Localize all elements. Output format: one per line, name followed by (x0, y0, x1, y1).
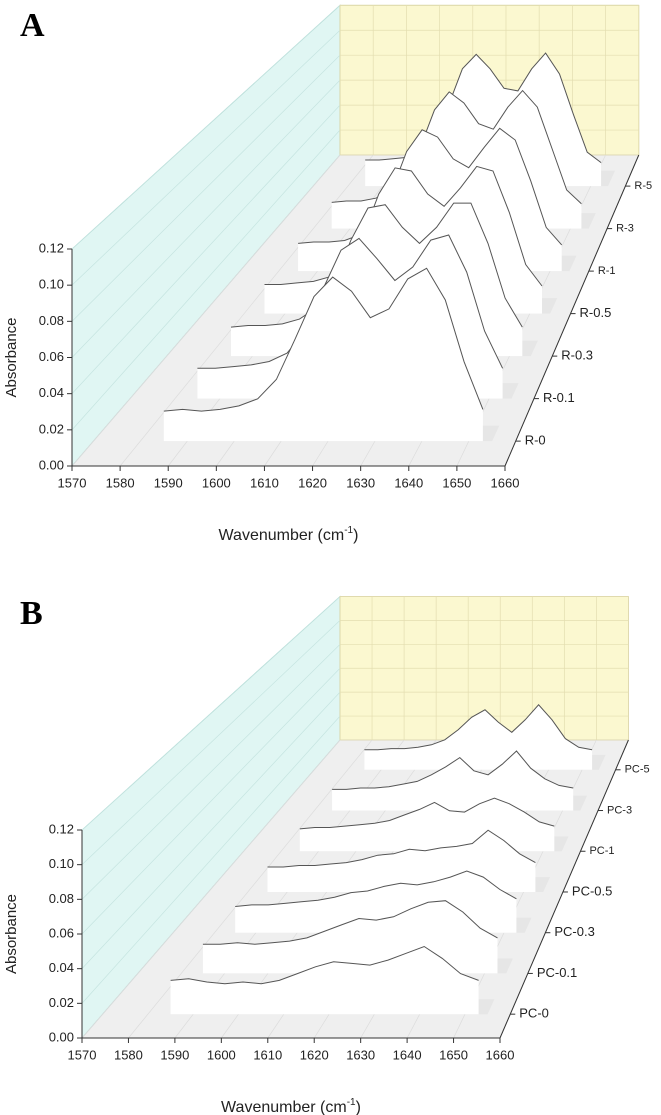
y-tick-label: 0.12 (49, 821, 74, 836)
panel-letter: B (20, 595, 43, 632)
x-tick-label: 1630 (346, 1047, 375, 1062)
spectrum-line (364, 704, 593, 751)
x-label-text: Wavenumber (cm (219, 527, 345, 544)
spectrum-line (170, 945, 479, 985)
spectrum-line (267, 829, 536, 868)
x-tick-label: 1590 (154, 475, 183, 490)
x-label-end: ) (353, 527, 358, 544)
grid-line (81, 596, 341, 831)
series-label: R-5 (634, 180, 652, 192)
x-tick-label: 1600 (207, 1047, 236, 1062)
grid-line (81, 667, 341, 935)
spectrum-line (202, 900, 498, 945)
spectrum-line (332, 750, 574, 790)
series-label: PC-5 (625, 764, 650, 776)
x-tick-label: 1590 (160, 1047, 189, 1062)
y-tick-label: 0.06 (39, 349, 64, 364)
series-label: R-0.5 (580, 305, 612, 320)
grid-line (119, 154, 374, 467)
area-fill (163, 268, 483, 442)
x-tick-label: 1650 (442, 475, 471, 490)
grid-line (71, 154, 341, 467)
x-tick-label: 1610 (250, 475, 279, 490)
x-label-sup: -1 (344, 525, 353, 536)
area-fill (170, 946, 479, 1015)
x-tick-label: 1630 (346, 475, 375, 490)
grid-line (81, 691, 341, 969)
x-tick-label: 1640 (394, 475, 423, 490)
y-tick-label: 0.02 (39, 421, 64, 436)
x-tick-label: 1650 (439, 1047, 468, 1062)
grid-line (71, 104, 341, 394)
spectrum-line (298, 127, 563, 246)
series-label: R-0.3 (561, 348, 593, 363)
x-tick-label: 1660 (491, 475, 520, 490)
x-tick-label: 1570 (68, 1047, 97, 1062)
y-tick-label: 0.00 (49, 1029, 74, 1044)
spectrum-line (299, 797, 555, 830)
x-axis-label: Wavenumber (cm-1) (221, 1097, 361, 1115)
y-tick-label: 0.00 (39, 457, 64, 472)
y-tick-label: 0.04 (39, 385, 64, 400)
x-label-text: Wavenumber (cm (221, 1099, 347, 1115)
x-tick-label: 1570 (58, 475, 87, 490)
series-label: PC-3 (607, 804, 632, 816)
x-axis-label: Wavenumber (cm-1) (219, 525, 359, 545)
grid-line (81, 620, 341, 865)
y-tick-label: 0.08 (39, 313, 64, 328)
x-tick-label: 1620 (298, 475, 327, 490)
y-tick-label: 0.08 (49, 891, 74, 906)
series-label: PC-0.3 (554, 924, 594, 939)
area-fill (364, 704, 593, 770)
y-axis-label: Absorbance (3, 894, 20, 974)
y-tick-label: 0.10 (49, 856, 74, 871)
grid-line (128, 739, 373, 1039)
x-tick-label: 1620 (300, 1047, 329, 1062)
y-axis-label: Absorbance (3, 317, 20, 397)
series-label: PC-1 (589, 845, 614, 857)
depth-axis (499, 739, 629, 1039)
series-label: PC-0.1 (537, 965, 577, 980)
spectrum-line (163, 267, 484, 412)
x-tick-label: 1640 (393, 1047, 422, 1062)
series-label: PC-0 (519, 1006, 549, 1021)
y-tick-label: 0.04 (49, 960, 74, 975)
grid-line (81, 715, 341, 1004)
spectrum-line (331, 89, 582, 205)
series-label: R-1 (598, 265, 616, 277)
spectrum-line (197, 234, 504, 369)
series-label: R-0.1 (543, 390, 575, 405)
spectrum-line (235, 870, 517, 907)
grid-line (71, 79, 341, 358)
spectrum-line (230, 202, 523, 328)
series-label: R-3 (616, 223, 634, 235)
panel-letter: A (20, 7, 45, 44)
grid-line (71, 129, 341, 431)
x-tick-label: 1580 (114, 1047, 143, 1062)
grid-line (81, 739, 341, 1039)
area-fill (332, 751, 574, 811)
grid-line (81, 644, 341, 900)
x-tick-label: 1580 (106, 475, 135, 490)
y-tick-label: 0.06 (49, 925, 74, 940)
y-tick-label: 0.12 (39, 240, 64, 255)
series-label: R-0 (525, 433, 546, 448)
x-tick-label: 1610 (253, 1047, 282, 1062)
x-label-end: ) (356, 1099, 361, 1115)
series-label: PC-0.5 (572, 883, 612, 898)
depth-axis (504, 154, 640, 467)
y-tick-label: 0.10 (39, 277, 64, 292)
spectrum-line (264, 165, 543, 287)
grid-line (71, 54, 341, 322)
grid-line (71, 29, 341, 286)
x-tick-label: 1600 (202, 475, 231, 490)
grid-line (71, 5, 341, 250)
x-label-sup: -1 (347, 1097, 356, 1108)
y-tick-label: 0.02 (49, 995, 74, 1010)
x-tick-label: 1660 (486, 1047, 515, 1062)
